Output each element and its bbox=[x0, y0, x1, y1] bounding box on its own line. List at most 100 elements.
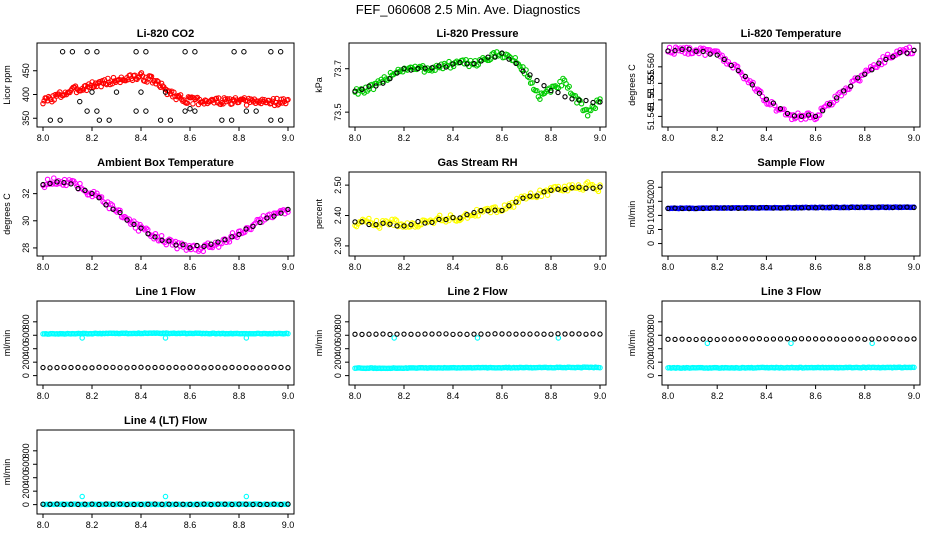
data-point bbox=[855, 204, 861, 211]
data-point bbox=[134, 221, 140, 227]
data-point bbox=[526, 74, 532, 81]
data-point bbox=[373, 83, 379, 89]
data-point bbox=[250, 223, 256, 229]
data-point bbox=[57, 117, 63, 123]
data-point bbox=[566, 83, 572, 90]
data-point bbox=[562, 94, 568, 100]
data-point bbox=[222, 237, 228, 243]
data-point bbox=[236, 364, 242, 371]
y-tick-label: 0 bbox=[646, 241, 656, 246]
data-point bbox=[75, 185, 81, 192]
data-point bbox=[590, 331, 596, 337]
data-point bbox=[241, 49, 247, 55]
data-point bbox=[506, 203, 512, 209]
data-point bbox=[68, 181, 74, 187]
data-point bbox=[576, 97, 582, 103]
data-point bbox=[541, 331, 547, 337]
data-point bbox=[401, 223, 407, 229]
chart-panel: Gas Stream RH percent 8.0 8.2 8.4 8.6 8.8 9.0 2.… bbox=[314, 157, 607, 272]
data-point bbox=[802, 116, 809, 122]
data-point bbox=[173, 96, 179, 103]
data-point bbox=[450, 214, 456, 221]
data-point bbox=[584, 112, 591, 119]
data-point bbox=[562, 186, 568, 193]
data-point bbox=[478, 331, 484, 337]
data-point bbox=[527, 72, 533, 78]
data-point bbox=[422, 331, 428, 337]
data-point bbox=[499, 331, 505, 337]
y-tick-label: 800 bbox=[646, 314, 656, 329]
data-point bbox=[194, 501, 200, 508]
data-point bbox=[172, 238, 179, 245]
data-point bbox=[464, 211, 470, 218]
data-point bbox=[173, 501, 179, 507]
y-tick-label: 2.50 bbox=[333, 176, 343, 194]
data-point bbox=[373, 331, 379, 337]
data-point bbox=[704, 340, 711, 347]
data-point bbox=[707, 336, 713, 343]
data-point bbox=[904, 50, 910, 56]
x-tick-label: 9.0 bbox=[594, 133, 607, 143]
data-point bbox=[268, 117, 274, 123]
data-point bbox=[380, 80, 386, 86]
data-point bbox=[597, 96, 603, 102]
data-point bbox=[264, 215, 270, 221]
data-point bbox=[834, 204, 840, 211]
data-point bbox=[725, 59, 732, 65]
y-tick-label: 0 bbox=[646, 373, 656, 378]
data-point bbox=[264, 501, 270, 508]
plot-frame bbox=[36, 42, 295, 128]
x-tick-label: 9.0 bbox=[282, 133, 295, 143]
plot-frame bbox=[661, 300, 921, 386]
data-point bbox=[89, 89, 95, 95]
x-tick-label: 9.0 bbox=[908, 133, 921, 143]
x-tick-label: 8.8 bbox=[859, 262, 872, 272]
data-point bbox=[173, 364, 179, 371]
data-point bbox=[827, 336, 833, 342]
data-point bbox=[572, 92, 579, 99]
data-point bbox=[583, 185, 589, 191]
data-point bbox=[436, 216, 442, 223]
x-tick-label: 8.4 bbox=[760, 133, 773, 143]
data-point bbox=[250, 501, 256, 508]
x-tick-label: 8.8 bbox=[233, 262, 246, 272]
data-point bbox=[555, 89, 561, 96]
data-point bbox=[136, 74, 142, 80]
data-point bbox=[124, 501, 130, 508]
data-point bbox=[47, 117, 54, 123]
data-point bbox=[229, 501, 235, 508]
data-point bbox=[40, 100, 46, 107]
data-point bbox=[541, 189, 547, 195]
y-tick-label: 400 bbox=[21, 341, 31, 356]
y-tick-label: 2.30 bbox=[333, 237, 343, 255]
data-point bbox=[394, 223, 400, 229]
y-axis-label: Licor ppm bbox=[2, 65, 12, 105]
data-point bbox=[474, 335, 481, 341]
data-point bbox=[54, 501, 60, 507]
data-point bbox=[143, 108, 149, 114]
y-tick-label: 32 bbox=[21, 189, 31, 199]
data-point bbox=[215, 95, 222, 101]
data-point bbox=[904, 336, 910, 342]
data-point bbox=[47, 180, 53, 187]
data-point bbox=[422, 220, 428, 226]
data-point bbox=[126, 216, 133, 222]
data-point bbox=[911, 204, 917, 211]
data-point bbox=[117, 364, 123, 371]
data-point bbox=[222, 501, 228, 507]
data-point bbox=[429, 219, 435, 226]
data-point bbox=[541, 83, 547, 89]
data-point bbox=[904, 204, 910, 210]
data-point bbox=[721, 336, 727, 342]
page-title: FEF_060608 2.5 Min. Ave. Diagnostics bbox=[355, 2, 581, 17]
data-point bbox=[576, 331, 582, 337]
x-tick-label: 8.8 bbox=[545, 133, 558, 143]
data-point bbox=[144, 79, 150, 85]
data-point bbox=[352, 219, 358, 225]
data-point bbox=[159, 364, 165, 370]
data-point bbox=[510, 204, 517, 210]
y-tick-label: 30 bbox=[21, 216, 31, 226]
data-point bbox=[520, 68, 526, 74]
data-point bbox=[40, 181, 46, 188]
y-axis-label: ml/min bbox=[2, 330, 12, 357]
